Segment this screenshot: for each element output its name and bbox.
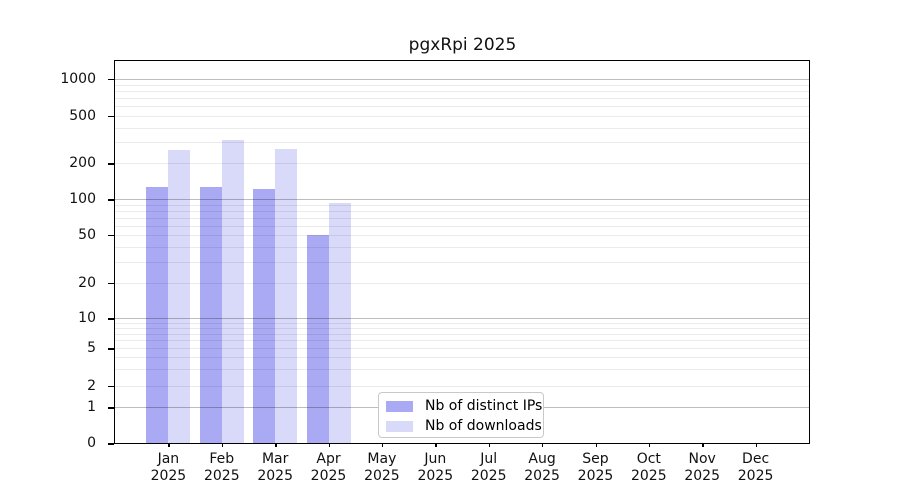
x-tick-label: Oct 2025 bbox=[630, 451, 667, 484]
bar-downloads-feb bbox=[221, 139, 244, 443]
y-axis-tick bbox=[108, 79, 114, 81]
x-axis-tick bbox=[168, 443, 170, 447]
x-tick-label: Sep 2025 bbox=[577, 451, 614, 484]
x-axis-tick bbox=[435, 443, 437, 447]
x-axis-tick bbox=[755, 443, 757, 447]
y-tick-label: 5 bbox=[87, 340, 96, 357]
y-tick-label: 1000 bbox=[60, 71, 96, 87]
y-tick-label: 50 bbox=[78, 227, 96, 243]
x-tick-label: Aug 2025 bbox=[524, 451, 560, 484]
x-axis-tick bbox=[221, 443, 224, 447]
y-axis-tick bbox=[108, 385, 114, 388]
x-axis-tick bbox=[488, 443, 491, 447]
bar-distinct-ips-apr bbox=[306, 234, 329, 443]
y-axis-tick bbox=[108, 348, 114, 350]
x-axis-tick bbox=[648, 443, 651, 447]
bar-distinct-ips-feb bbox=[199, 186, 222, 443]
legend: Nb of distinct IPs Nb of downloads bbox=[378, 392, 544, 438]
y-tick-label: 10 bbox=[78, 310, 96, 327]
x-tick-label: Jul 2025 bbox=[470, 451, 507, 484]
y-tick-label: 2 bbox=[87, 377, 96, 394]
y-axis-tick bbox=[108, 318, 114, 320]
y-axis-tick bbox=[108, 235, 114, 237]
bar-distinct-ips-jan bbox=[146, 187, 169, 443]
x-tick-label: Jun 2025 bbox=[417, 451, 454, 484]
x-axis-tick bbox=[702, 443, 704, 447]
y-axis-tick bbox=[108, 163, 114, 165]
y-tick-label: 100 bbox=[69, 191, 96, 208]
x-axis-tick bbox=[275, 443, 277, 447]
x-tick-label: Mar 2025 bbox=[257, 451, 293, 484]
legend-swatch-distinct-ips-icon bbox=[386, 400, 413, 412]
x-tick-label: Apr 2025 bbox=[310, 451, 347, 484]
y-axis-tick bbox=[108, 407, 114, 409]
x-tick-label: Nov 2025 bbox=[684, 451, 720, 484]
y-axis-tick bbox=[108, 116, 114, 118]
y-tick-label: 0 bbox=[87, 435, 96, 452]
y-tick-label: 1 bbox=[87, 399, 96, 416]
legend-entry-downloads: Nb of downloads bbox=[379, 416, 543, 436]
legend-swatch-downloads-icon bbox=[386, 420, 413, 432]
y-tick-label: 500 bbox=[69, 108, 96, 124]
legend-label-downloads: Nb of downloads bbox=[425, 418, 542, 434]
bar-distinct-ips-mar bbox=[253, 188, 276, 443]
bars-layer bbox=[115, 61, 809, 443]
y-axis-tick bbox=[108, 199, 114, 201]
y-tick-label: 20 bbox=[78, 274, 96, 291]
legend-label-distinct-ips: Nb of distinct IPs bbox=[425, 398, 543, 414]
x-tick-label: Feb 2025 bbox=[203, 451, 240, 484]
bar-downloads-apr bbox=[328, 203, 351, 443]
x-axis-tick bbox=[595, 443, 597, 447]
x-axis-tick bbox=[542, 443, 544, 447]
x-tick-label: Dec 2025 bbox=[737, 451, 774, 484]
bar-downloads-jan bbox=[168, 149, 191, 443]
plot-area bbox=[114, 60, 810, 444]
y-tick-label: 200 bbox=[69, 155, 96, 172]
y-axis-tick bbox=[108, 282, 114, 285]
y-axis-tick bbox=[108, 443, 114, 445]
x-axis-tick bbox=[328, 443, 330, 447]
x-axis-tick bbox=[381, 443, 384, 447]
legend-entry-distinct-ips: Nb of distinct IPs bbox=[379, 396, 543, 416]
x-tick-label: May 2025 bbox=[364, 451, 400, 484]
chart-title: pgxRpi 2025 bbox=[408, 35, 517, 55]
x-tick-label: Jan 2025 bbox=[150, 451, 187, 484]
bar-downloads-mar bbox=[275, 149, 298, 443]
